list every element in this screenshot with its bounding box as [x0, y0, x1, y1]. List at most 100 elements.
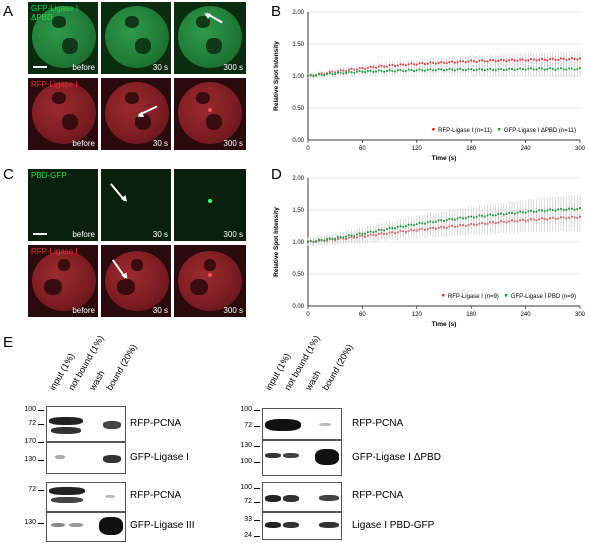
data-point — [375, 70, 377, 73]
data-point — [317, 73, 320, 76]
data-point — [508, 211, 511, 214]
data-point — [573, 68, 576, 71]
data-point — [361, 67, 364, 69]
mw-tick — [38, 424, 44, 425]
blot-label: RFP-PCNA — [352, 418, 404, 429]
lane-header: wash — [87, 368, 107, 392]
a-green-30s: 30 s — [101, 2, 171, 74]
data-point — [579, 57, 581, 60]
data-point — [483, 60, 486, 63]
data-point — [385, 228, 388, 230]
data-point — [396, 225, 399, 228]
data-point — [467, 68, 470, 70]
data-point — [494, 214, 497, 217]
data-point — [380, 229, 383, 231]
data-point — [388, 226, 391, 229]
data-point — [456, 61, 459, 64]
data-point — [519, 58, 522, 61]
band — [51, 523, 65, 527]
data-point — [462, 217, 464, 220]
data-point — [432, 221, 435, 224]
data-point — [424, 69, 426, 72]
y-tick-label: 0.50 — [292, 272, 304, 278]
c-red-300s: 300 s — [174, 245, 246, 317]
data-point — [426, 221, 429, 224]
data-point — [456, 217, 459, 220]
data-point — [519, 210, 522, 213]
nucleolus — [196, 92, 210, 104]
data-point — [554, 209, 557, 212]
data-point — [331, 238, 334, 240]
data-point — [339, 71, 342, 74]
band — [49, 487, 85, 495]
panel-label-c: C — [3, 166, 14, 183]
data-point — [459, 67, 462, 70]
data-point — [388, 69, 391, 72]
data-point — [560, 57, 562, 60]
data-point — [418, 222, 421, 224]
legend-marker — [432, 128, 435, 131]
mw-tick — [38, 490, 44, 491]
data-point — [576, 208, 579, 211]
x-tick-label: 240 — [521, 312, 532, 318]
data-point — [475, 61, 478, 63]
y-tick-label: 2.00 — [292, 10, 304, 16]
x-axis-label: Time (s) — [432, 155, 457, 162]
data-point — [394, 227, 396, 230]
data-point — [445, 68, 448, 71]
data-point — [350, 71, 353, 74]
data-point — [464, 69, 467, 72]
data-point — [481, 214, 483, 217]
c-red-label: RFP-Ligase I — [31, 247, 78, 256]
chart-b: 0.00 0.50 1.00 1.50 2.00 0 60 120 180 240 300 Time … — [273, 10, 586, 162]
mw-tick — [254, 536, 260, 537]
mw-marker: 100 — [240, 484, 252, 491]
data-point — [508, 59, 511, 62]
data-point — [380, 64, 383, 67]
data-point — [307, 240, 309, 243]
data-point — [353, 71, 356, 74]
data-point — [334, 237, 337, 240]
legend-label: RFP-Ligase I (n=11) — [438, 128, 492, 134]
data-point — [505, 60, 508, 63]
time-label: 300 s — [223, 63, 243, 72]
band — [319, 423, 331, 426]
blot-label: RFP-PCNA — [352, 490, 404, 501]
data-point — [323, 239, 326, 242]
time-label: before — [72, 63, 95, 72]
data-point — [579, 67, 581, 70]
data-point — [579, 207, 581, 209]
y-tick-label: 0.00 — [292, 138, 304, 144]
data-point — [462, 60, 464, 63]
data-point — [538, 58, 541, 61]
data-point — [364, 71, 367, 74]
blot-label: GFP-Ligase I ΔPBD — [352, 452, 441, 463]
blot-label: GFP-Ligase III — [130, 520, 195, 531]
data-point — [511, 68, 513, 70]
data-point — [568, 67, 571, 70]
data-point — [554, 68, 557, 71]
data-point — [434, 221, 437, 223]
data-point — [473, 60, 475, 63]
band — [283, 453, 299, 458]
mw-tick — [38, 410, 44, 411]
data-point — [538, 67, 541, 70]
band — [319, 495, 339, 501]
data-point — [494, 69, 497, 72]
data-point — [399, 69, 402, 71]
nucleolus — [206, 38, 222, 54]
band — [99, 517, 123, 535]
blot-label: Ligase I PBD-GFP — [352, 520, 435, 531]
data-point — [551, 68, 554, 70]
data-point — [315, 240, 318, 242]
data-point — [546, 59, 549, 62]
data-point — [337, 236, 339, 239]
data-point — [424, 222, 426, 225]
data-point — [486, 68, 489, 71]
data-point — [562, 57, 565, 60]
data-point — [405, 70, 407, 72]
data-point — [453, 218, 456, 221]
nucleolus — [52, 16, 66, 28]
data-point — [358, 232, 361, 235]
data-point — [462, 69, 464, 71]
